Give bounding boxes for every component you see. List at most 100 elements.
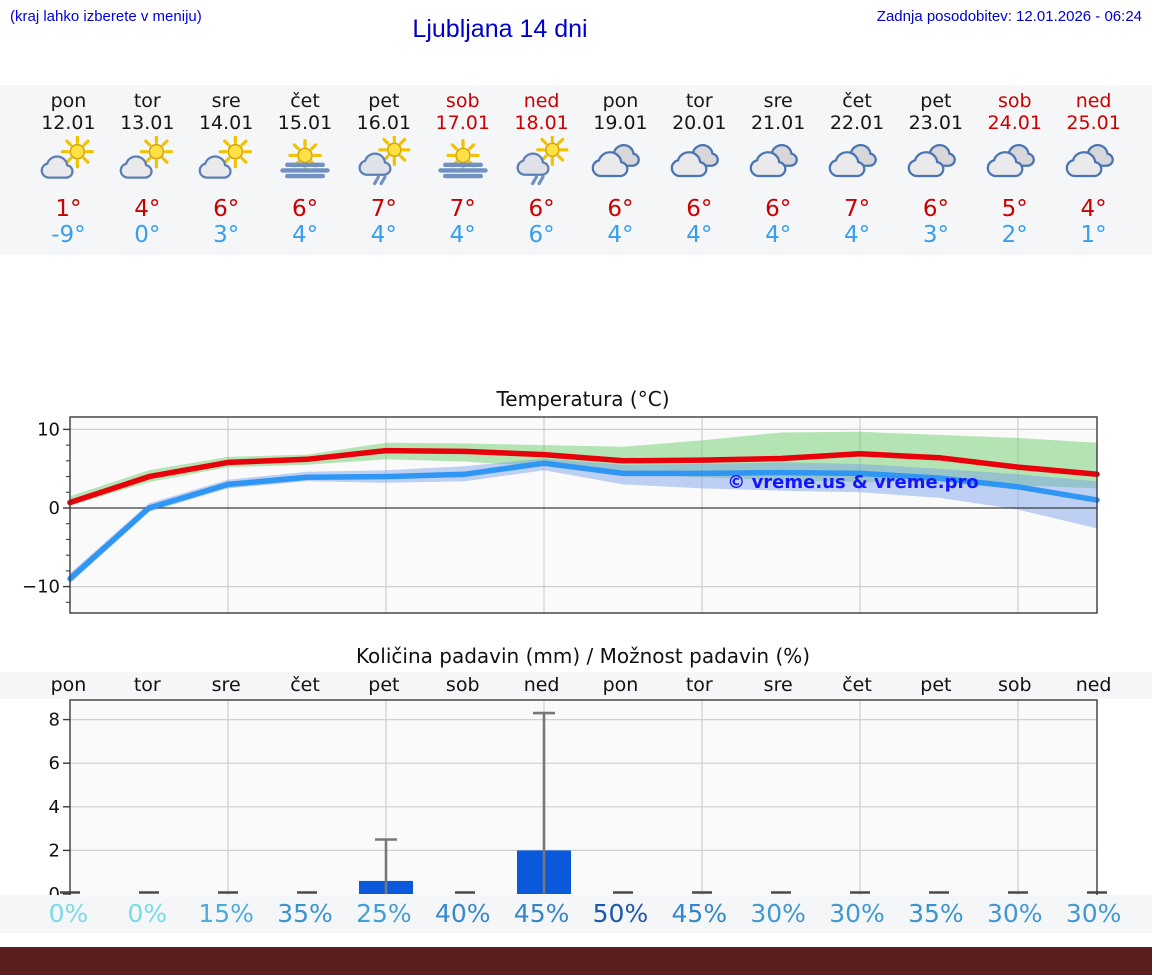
day-name: čet bbox=[842, 90, 872, 112]
day-name: tor bbox=[685, 90, 713, 112]
precip-day-label: tor bbox=[133, 674, 161, 696]
day-date: 16.01 bbox=[356, 112, 412, 134]
precip-percent: 35% bbox=[908, 899, 964, 928]
temp-high: 4° bbox=[1080, 196, 1107, 222]
svg-text:Količina padavin (mm) / Možnos: Količina padavin (mm) / Možnost padavin … bbox=[356, 644, 810, 668]
forecast-day: pet 16.01 7° 4° bbox=[344, 85, 423, 248]
precip-day-label: sre bbox=[211, 674, 241, 696]
temp-high: 6° bbox=[607, 196, 634, 222]
precip-percent: 30% bbox=[1065, 899, 1122, 928]
temp-low: 4° bbox=[607, 222, 634, 248]
temp-low: -9° bbox=[51, 222, 86, 248]
day-name: pet bbox=[920, 90, 952, 112]
partly-sunny-icon bbox=[187, 135, 266, 190]
forecast-day: tor 20.01 6° 4° bbox=[660, 85, 739, 248]
partly-sunny-icon bbox=[29, 135, 108, 190]
temp-high: 6° bbox=[291, 196, 319, 222]
day-date: 25.01 bbox=[1066, 112, 1121, 134]
temp-low: 4° bbox=[449, 222, 476, 248]
menu-hint-link[interactable]: (kraj lahko izberete v meniju) bbox=[10, 8, 202, 25]
partly-sunny-icon bbox=[108, 135, 187, 190]
rain-sun-icon bbox=[502, 133, 581, 190]
precip-day-label: čet bbox=[290, 674, 320, 696]
precip-day-label: sre bbox=[763, 674, 793, 696]
temp-high: 1° bbox=[55, 196, 82, 222]
temp-high: 6° bbox=[765, 196, 792, 222]
day-date: 19.01 bbox=[593, 112, 648, 134]
temp-low: 4° bbox=[765, 222, 792, 248]
day-name: ned bbox=[523, 90, 560, 112]
rain-sun-icon bbox=[344, 133, 423, 190]
precip-percent: 0% bbox=[48, 899, 89, 928]
precip-percent: 30% bbox=[986, 899, 1043, 928]
temp-high: 4° bbox=[134, 196, 161, 222]
svg-text:© vreme.us & vreme.pro: © vreme.us & vreme.pro bbox=[727, 472, 978, 493]
precip-percent: 25% bbox=[356, 899, 412, 928]
precip-percent: 0% bbox=[127, 899, 168, 928]
day-date: 23.01 bbox=[908, 112, 964, 134]
svg-text:2: 2 bbox=[49, 840, 60, 861]
forecast-day: pet 23.01 6° 3° bbox=[896, 85, 975, 248]
svg-text:4: 4 bbox=[49, 797, 60, 818]
cloudy-icon bbox=[1054, 136, 1133, 190]
day-name: sre bbox=[763, 90, 793, 112]
temp-low: 4° bbox=[843, 222, 871, 248]
precip-day-label: čet bbox=[842, 674, 872, 696]
day-date: 12.01 bbox=[41, 112, 96, 134]
cloudy-icon bbox=[739, 136, 818, 190]
forecast-day: ned 18.01 6° 6° bbox=[502, 85, 581, 248]
temp-high: 7° bbox=[370, 196, 397, 222]
fog-sun-icon bbox=[423, 136, 502, 190]
precip-day-labels: pon tor sre čet pet sob ned pon tor sre čet pet sob n… bbox=[0, 672, 1152, 699]
temp-low: 4° bbox=[370, 222, 397, 248]
temp-low: 3° bbox=[213, 222, 240, 248]
temp-high: 6° bbox=[213, 196, 240, 222]
forecast-day: pon 12.01 1° -9° bbox=[29, 85, 108, 248]
day-date: 15.01 bbox=[277, 112, 333, 134]
day-date: 24.01 bbox=[987, 112, 1042, 134]
precip-day-label: pet bbox=[368, 674, 400, 696]
temp-low: 2° bbox=[1001, 222, 1028, 248]
temp-high: 7° bbox=[843, 196, 871, 222]
day-name: pet bbox=[368, 90, 400, 112]
day-name: sob bbox=[997, 90, 1032, 112]
forecast-day: čet 15.01 6° 4° bbox=[266, 85, 345, 248]
day-name: sre bbox=[211, 90, 241, 112]
temp-high: 6° bbox=[686, 196, 713, 222]
temp-low: 4° bbox=[291, 222, 319, 248]
temp-low: 6° bbox=[528, 222, 555, 248]
precip-day-label: pon bbox=[50, 674, 87, 696]
precip-probability-row: 0% 0% 15% 35% 25% 40% 45% 50% 45% 30% 30% 35% 30% 30% bbox=[0, 895, 1152, 933]
precip-day-label: ned bbox=[523, 674, 560, 696]
precip-percent: 50% bbox=[592, 899, 649, 928]
day-date: 20.01 bbox=[672, 112, 727, 134]
svg-text:0: 0 bbox=[49, 884, 60, 905]
precip-day-label: sob bbox=[445, 674, 480, 696]
day-date: 14.01 bbox=[198, 112, 254, 134]
precip-percent: 30% bbox=[750, 899, 806, 928]
svg-text:10: 10 bbox=[37, 419, 60, 440]
day-name: čet bbox=[290, 90, 320, 112]
svg-text:−10: −10 bbox=[22, 577, 60, 598]
precip-percent: 35% bbox=[277, 899, 333, 928]
day-name: tor bbox=[133, 90, 161, 112]
temp-high: 6° bbox=[922, 196, 949, 222]
footer-bar bbox=[0, 947, 1152, 975]
forecast-day: tor 13.01 4° 0° bbox=[108, 85, 187, 248]
fog-sun-icon bbox=[266, 136, 345, 190]
forecast-day: sob 17.01 7° 4° bbox=[423, 85, 502, 248]
precip-percent: 30% bbox=[829, 899, 885, 928]
day-date: 13.01 bbox=[120, 112, 175, 134]
cloudy-icon bbox=[581, 136, 660, 190]
precip-day-label: sob bbox=[997, 674, 1032, 696]
forecast-day: sob 24.01 5° 2° bbox=[975, 85, 1054, 248]
forecast-day: sre 14.01 6° 3° bbox=[187, 85, 266, 248]
day-date: 17.01 bbox=[435, 112, 490, 134]
precip-day-label: pet bbox=[920, 674, 952, 696]
svg-text:Temperatura (°C): Temperatura (°C) bbox=[495, 387, 669, 411]
cloudy-icon bbox=[660, 136, 739, 190]
day-date: 22.01 bbox=[829, 112, 885, 134]
day-name: ned bbox=[1075, 90, 1112, 112]
svg-text:0: 0 bbox=[49, 498, 60, 519]
